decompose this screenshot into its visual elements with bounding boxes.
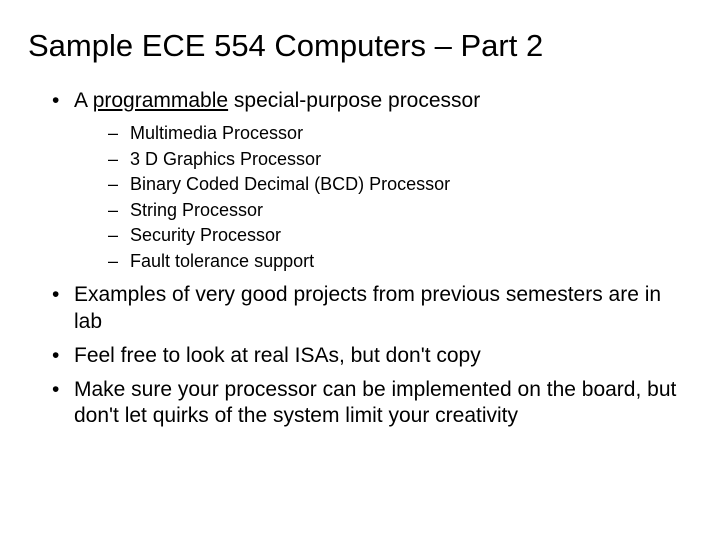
sub-bullet-item: 3 D Graphics Processor — [108, 148, 692, 171]
bullet-text-pre: A — [74, 89, 93, 112]
sub-bullet-item: Security Processor — [108, 224, 692, 247]
bullet-text-underlined: programmable — [93, 89, 228, 112]
bullet-item: Feel free to look at real ISAs, but don'… — [52, 343, 692, 369]
sub-bullet-item: Binary Coded Decimal (BCD) Processor — [108, 173, 692, 196]
sub-bullet-list: Multimedia Processor 3 D Graphics Proces… — [74, 122, 692, 272]
bullet-item: A programmable special-purpose processor… — [52, 88, 692, 272]
bullet-text-post: special-purpose processor — [228, 89, 480, 112]
sub-bullet-item: Multimedia Processor — [108, 122, 692, 145]
bullet-item: Examples of very good projects from prev… — [52, 282, 692, 335]
bullet-list: A programmable special-purpose processor… — [28, 88, 692, 430]
slide: Sample ECE 554 Computers – Part 2 A prog… — [0, 0, 720, 540]
sub-bullet-item: String Processor — [108, 199, 692, 222]
slide-title: Sample ECE 554 Computers – Part 2 — [28, 28, 692, 64]
bullet-item: Make sure your processor can be implemen… — [52, 377, 692, 430]
sub-bullet-item: Fault tolerance support — [108, 250, 692, 273]
